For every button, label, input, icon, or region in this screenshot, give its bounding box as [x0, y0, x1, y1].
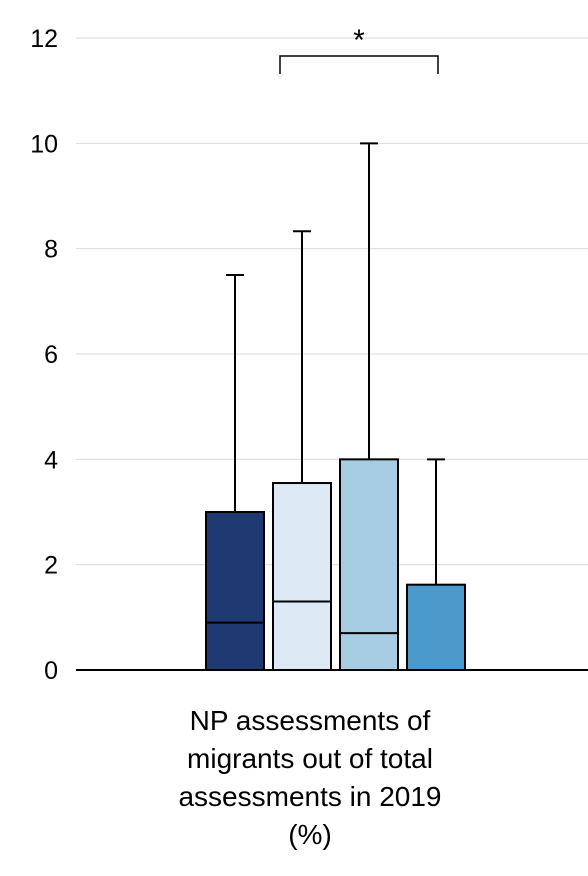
box-rect — [406, 583, 466, 671]
box-1 — [205, 274, 265, 671]
y-tick-label: 6 — [44, 341, 58, 369]
y-tick-label: 10 — [30, 130, 58, 158]
box-4 — [406, 458, 466, 671]
significance-star: * — [353, 24, 365, 57]
y-axis-tick-labels: 0 2 4 6 8 10 12 — [30, 25, 58, 685]
bracket-line — [279, 55, 439, 74]
y-tick-label: 2 — [44, 552, 58, 580]
boxes — [205, 142, 466, 672]
box-3 — [339, 142, 399, 672]
box-rect — [272, 482, 332, 671]
x-axis-label: NP assessments of migrants out of total as… — [178, 705, 441, 850]
x-axis-label-line: assessments in 2019 — [178, 781, 441, 812]
box-2 — [272, 230, 332, 671]
y-tick-label: 12 — [30, 25, 58, 53]
x-axis-label-line: migrants out of total — [187, 743, 433, 774]
x-axis-label-line: (%) — [288, 819, 332, 850]
y-tick-label: 0 — [44, 657, 58, 685]
gridlines — [76, 37, 588, 566]
box-rect — [205, 511, 265, 671]
x-axis-label-line: NP assessments of — [190, 705, 431, 736]
y-tick-label: 4 — [44, 446, 58, 474]
y-tick-label: 8 — [44, 236, 58, 264]
box-rect — [339, 458, 399, 672]
significance-bracket: * — [279, 24, 439, 74]
